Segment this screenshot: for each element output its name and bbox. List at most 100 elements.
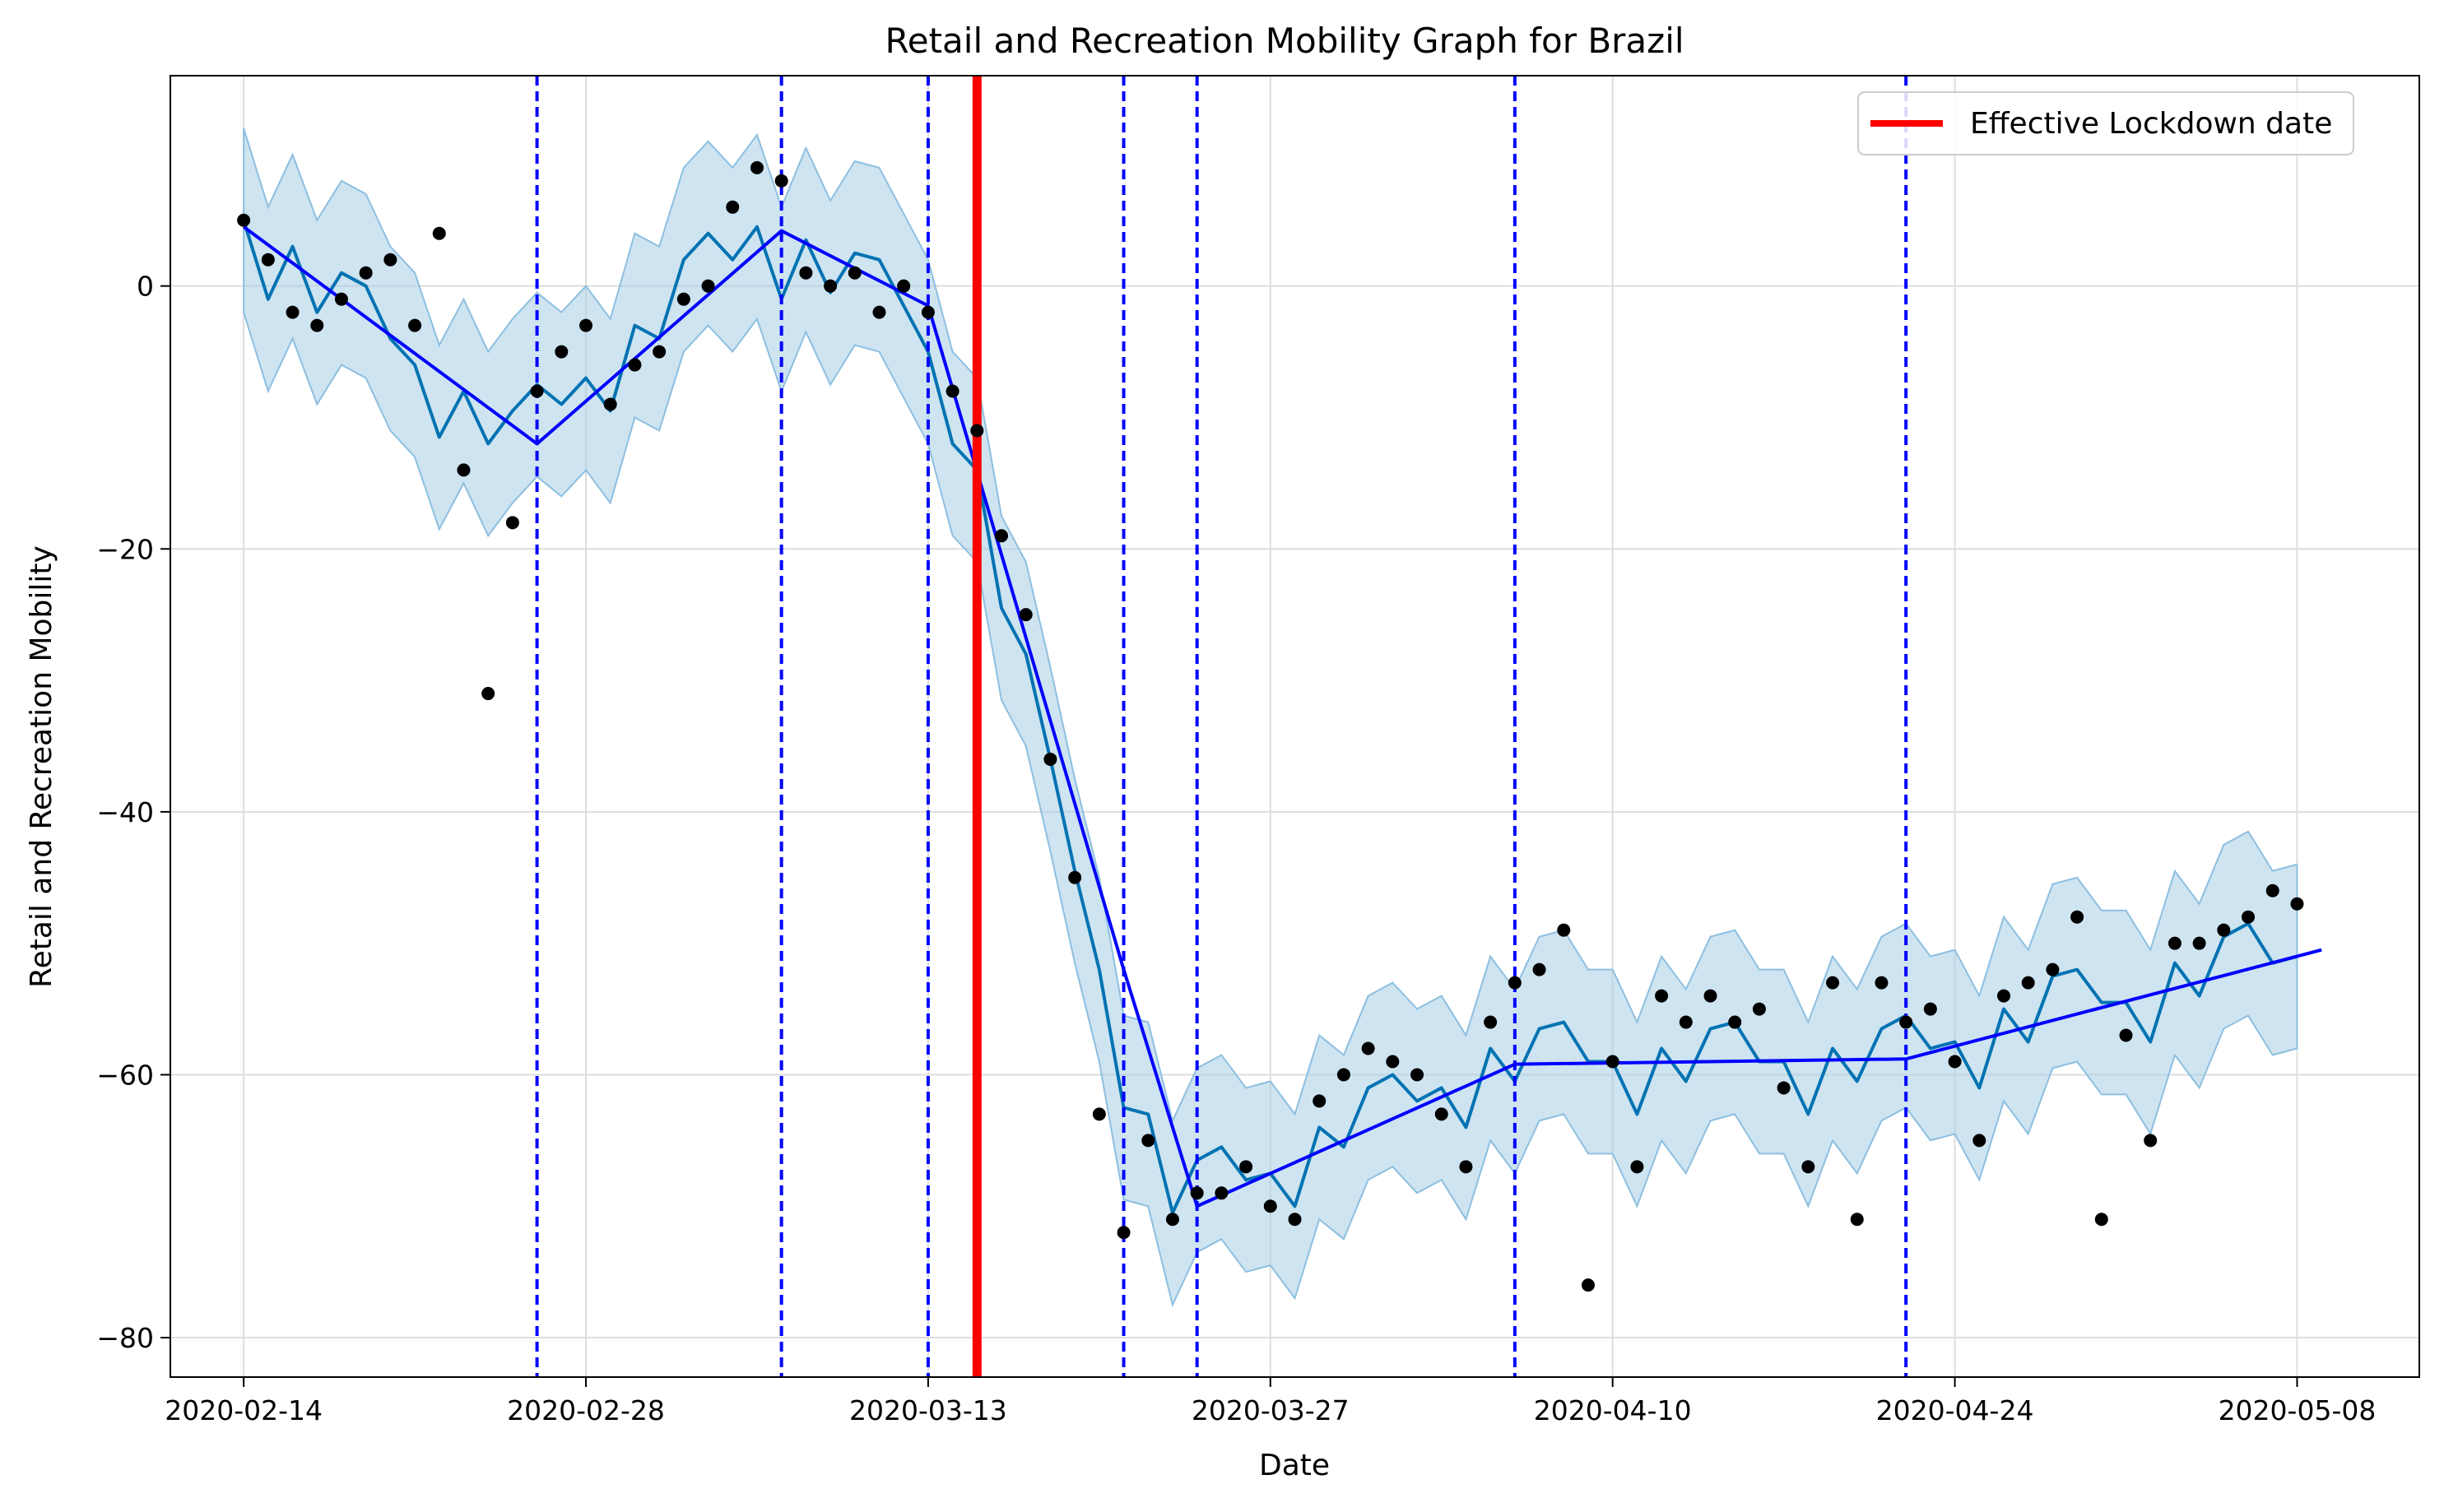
observed-point-79 xyxy=(2168,936,2181,950)
observed-point-71 xyxy=(1972,1134,1986,1148)
observed-point-53 xyxy=(1532,962,1546,976)
observed-point-17 xyxy=(653,345,667,359)
x-axis-ticks: 2020-02-14 2020-02-28 2020-03-13 2020-03-27… xyxy=(165,1377,2376,1426)
x-tick-label-5: 2020-04-24 xyxy=(1876,1394,2034,1426)
observed-point-19 xyxy=(701,279,715,293)
observed-point-57 xyxy=(1630,1160,1644,1174)
observed-point-24 xyxy=(824,279,838,293)
observed-point-31 xyxy=(995,529,1009,543)
observed-point-61 xyxy=(1728,1015,1742,1029)
observed-point-67 xyxy=(1875,976,1889,990)
observed-point-64 xyxy=(1801,1160,1815,1174)
observed-point-44 xyxy=(1313,1094,1327,1108)
observed-point-16 xyxy=(628,358,642,372)
observed-point-0 xyxy=(237,213,251,227)
observed-point-8 xyxy=(432,226,446,240)
observed-point-42 xyxy=(1263,1199,1277,1213)
observed-point-46 xyxy=(1361,1041,1375,1055)
observed-point-41 xyxy=(1239,1160,1253,1174)
y-axis-ticks: 0 −20 −40 −60 −80 xyxy=(96,271,170,1354)
observed-point-29 xyxy=(946,384,959,398)
observed-point-38 xyxy=(1165,1213,1179,1227)
observed-point-34 xyxy=(1068,870,1082,884)
observed-point-10 xyxy=(481,687,495,701)
observed-point-50 xyxy=(1459,1160,1473,1174)
uncertainty-band-area xyxy=(243,128,2298,1308)
observed-point-40 xyxy=(1215,1186,1229,1200)
observed-point-56 xyxy=(1605,1055,1619,1069)
observed-point-65 xyxy=(1826,976,1840,990)
observed-point-83 xyxy=(2265,884,2279,897)
observed-point-15 xyxy=(603,397,617,411)
observed-point-14 xyxy=(579,318,593,332)
y-tick-label-1: −20 xyxy=(96,533,154,565)
observed-point-58 xyxy=(1655,989,1669,1003)
observed-point-63 xyxy=(1777,1081,1791,1095)
observed-point-70 xyxy=(1948,1055,1962,1069)
x-tick-label-6: 2020-05-08 xyxy=(2219,1394,2377,1426)
y-tick-label-3: −60 xyxy=(96,1059,154,1091)
observed-point-26 xyxy=(872,305,886,319)
observed-point-80 xyxy=(2192,936,2206,950)
x-tick-label-2: 2020-03-13 xyxy=(849,1394,1007,1426)
observed-point-73 xyxy=(2021,976,2035,990)
observed-point-84 xyxy=(2290,897,2304,911)
observed-point-9 xyxy=(457,463,471,477)
observed-point-78 xyxy=(2144,1134,2158,1148)
observed-point-21 xyxy=(750,160,764,174)
observed-point-13 xyxy=(555,345,569,359)
observed-point-18 xyxy=(676,292,690,306)
observed-point-33 xyxy=(1043,752,1057,766)
plot-frame xyxy=(170,75,2420,1378)
observed-point-47 xyxy=(1386,1055,1400,1069)
observed-point-60 xyxy=(1703,989,1717,1003)
y-tick-label-4: −80 xyxy=(96,1322,154,1354)
observed-point-27 xyxy=(897,279,911,293)
observed-point-66 xyxy=(1850,1213,1864,1227)
observed-point-54 xyxy=(1557,923,1571,937)
x-tick-label-4: 2020-04-10 xyxy=(1534,1394,1692,1426)
observed-point-12 xyxy=(530,384,544,398)
observed-point-20 xyxy=(726,200,740,214)
x-tick-label-1: 2020-02-28 xyxy=(507,1394,665,1426)
legend-label-lockdown: Effective Lockdown date xyxy=(1970,107,2332,141)
chart-title: Retail and Recreation Mobility Graph for… xyxy=(885,21,1684,61)
observed-point-74 xyxy=(2046,962,2060,976)
observed-point-55 xyxy=(1581,1278,1595,1292)
observed-point-49 xyxy=(1434,1107,1448,1121)
observed-point-77 xyxy=(2119,1028,2133,1042)
observed-point-75 xyxy=(2070,910,2084,924)
observed-point-22 xyxy=(774,174,788,188)
legend: Effective Lockdown date xyxy=(1857,91,2354,155)
observed-point-28 xyxy=(921,305,935,319)
observed-point-6 xyxy=(383,253,397,267)
y-tick-label-0: 0 xyxy=(137,271,154,303)
observed-point-25 xyxy=(848,266,862,280)
y-axis-label: Retail and Recreation Mobility xyxy=(25,545,58,988)
observed-points xyxy=(237,160,2304,1292)
observed-point-62 xyxy=(1752,1002,1766,1016)
x-tick-label-0: 2020-02-14 xyxy=(165,1394,323,1426)
observed-point-39 xyxy=(1190,1186,1204,1200)
observed-point-45 xyxy=(1336,1068,1350,1082)
observed-point-32 xyxy=(1019,608,1033,622)
observed-point-51 xyxy=(1484,1015,1498,1029)
observed-point-11 xyxy=(505,516,519,530)
observed-point-81 xyxy=(2217,923,2231,937)
uncertainty-band xyxy=(243,128,2298,1308)
observed-point-7 xyxy=(408,318,422,332)
observed-point-2 xyxy=(286,305,300,319)
observed-point-35 xyxy=(1092,1107,1106,1121)
x-tick-label-3: 2020-03-27 xyxy=(1192,1394,1350,1426)
changepoint-lines xyxy=(535,76,1908,1377)
observed-point-3 xyxy=(310,318,324,332)
observed-point-43 xyxy=(1288,1213,1302,1227)
observed-point-1 xyxy=(261,253,275,267)
observed-point-69 xyxy=(1923,1002,1937,1016)
observed-point-68 xyxy=(1899,1015,1913,1029)
observed-point-30 xyxy=(970,424,984,438)
observed-point-48 xyxy=(1410,1068,1424,1082)
